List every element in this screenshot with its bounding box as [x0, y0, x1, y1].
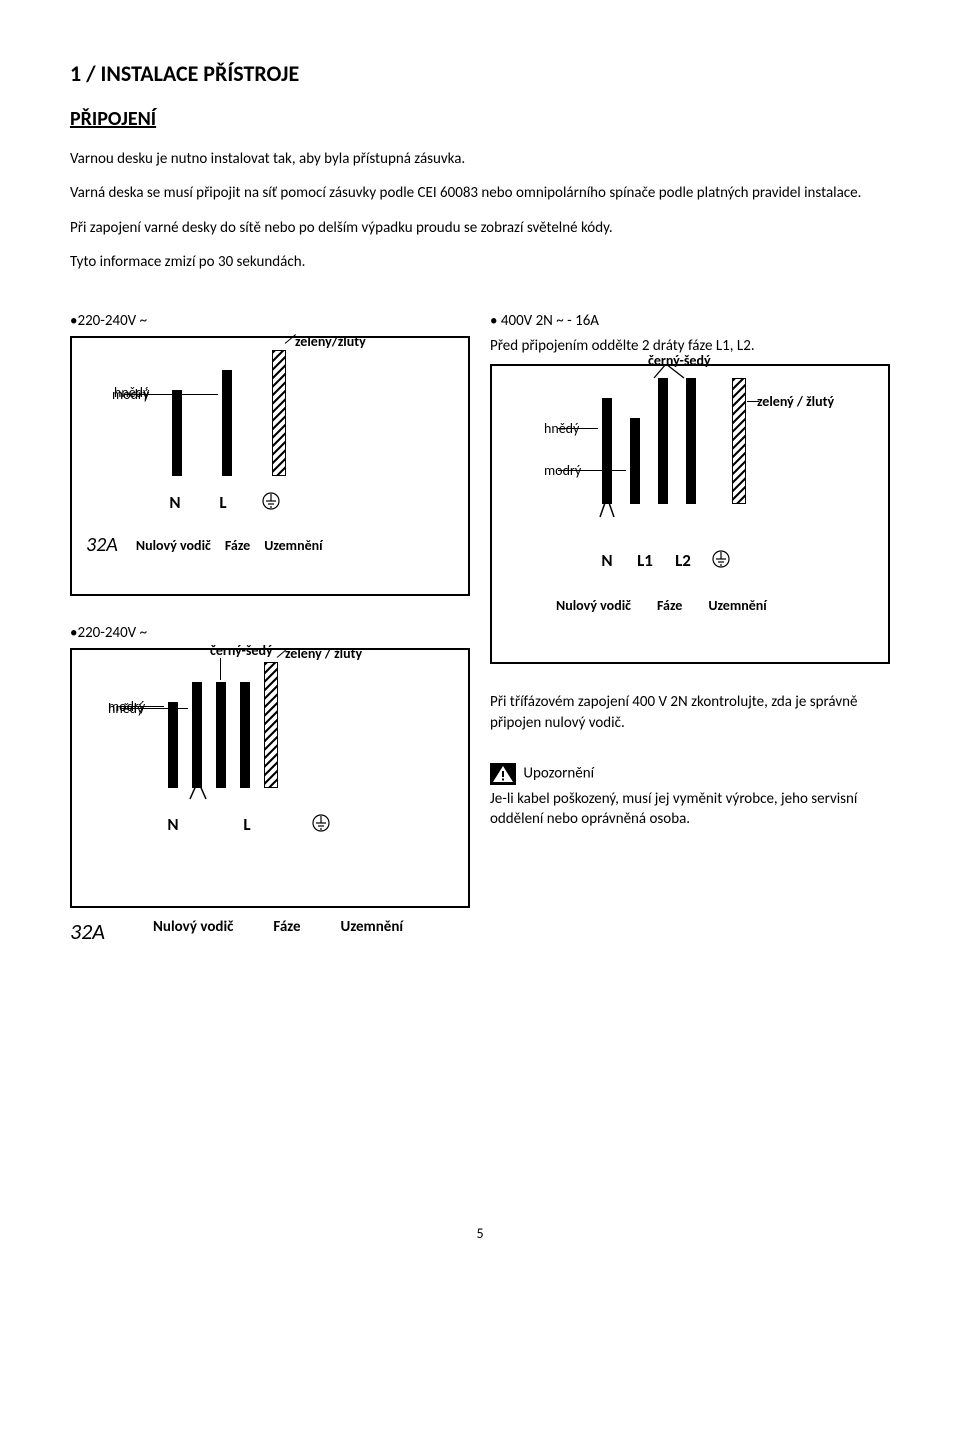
- wire-ground: zelený / žlutý: [264, 662, 278, 788]
- wire-ground: zelený/žlutý: [272, 350, 286, 476]
- warning-title: Upozornění: [523, 764, 594, 782]
- wire-brown: hnědý: [602, 398, 612, 504]
- voltage-label: •220-240V ~: [70, 624, 470, 642]
- wire-label: hnědý: [114, 384, 149, 401]
- three-phase-check: Při třífázovém zapojení 400 V 2N zkontro…: [490, 692, 890, 733]
- right-column: • 400V 2N ~ - 16A Před připojením oddělt…: [490, 312, 890, 945]
- wiring-diagram-1: modrý hnědý zelený/žlutý N L: [70, 336, 470, 596]
- paragraph: Tyto informace zmizí po 30 sekundách.: [70, 252, 890, 272]
- terminal-l1: L1: [636, 550, 654, 573]
- legend-ground: Uzemnění: [264, 537, 322, 554]
- warning-icon: [490, 763, 516, 785]
- section-heading: PŘIPOJENÍ: [70, 107, 890, 131]
- legend-neutral: Nulový vodič: [136, 537, 211, 554]
- amperage: 32A: [86, 533, 118, 557]
- warning-body: Je-li kabel poškozený, musí jej vyměnit …: [490, 789, 890, 830]
- wire-grey: [686, 378, 696, 504]
- paragraph: Při zapojení varné desky do sítě nebo po…: [70, 218, 890, 238]
- wire-label: zelený / žlutý: [285, 645, 362, 662]
- legend-ground: Uzemnění: [708, 597, 766, 614]
- warning-block: Upozornění: [490, 763, 890, 785]
- legend-neutral: Nulový vodič: [153, 918, 233, 945]
- amperage: 32A: [70, 918, 105, 945]
- wire-black-grey: černý-šedý: [216, 682, 226, 788]
- terminal-l: L: [214, 492, 232, 515]
- voltage-label: • 400V 2N ~ - 16A: [490, 312, 890, 330]
- wire-brown: hnědý: [192, 682, 202, 788]
- terminal-n: N: [166, 492, 184, 515]
- ground-icon: [712, 550, 730, 573]
- wire-black-grey-2: [240, 682, 250, 788]
- voltage-label: •220-240V ~: [70, 312, 470, 330]
- legend-ground: Uzemnění: [341, 918, 404, 945]
- wire-label: zelený/žlutý: [295, 333, 366, 350]
- left-column: •220-240V ~ modrý hnědý zelený/žlutý N: [70, 312, 470, 945]
- wire-ground: zelený / žlutý: [732, 378, 746, 504]
- legend-phase: Fáze: [273, 918, 300, 945]
- wire-label: černý-šedý: [210, 642, 273, 659]
- ground-icon: [312, 814, 330, 837]
- wiring-diagram-2: modrý hnědý černý-šedý zelený / žlutý: [70, 648, 470, 908]
- terminal-l: L: [238, 814, 256, 837]
- legend-phase: Fáze: [225, 537, 250, 554]
- legend-neutral: Nulový vodič: [556, 597, 631, 614]
- wire-blue: modrý: [168, 702, 178, 788]
- ground-icon: [262, 492, 280, 515]
- wire-blue: modrý: [630, 418, 640, 504]
- page-number: 5: [70, 1225, 890, 1242]
- paragraph: Varná deska se musí připojit na síť pomo…: [70, 183, 890, 203]
- page-title: 1 / INSTALACE PŘÍSTROJE: [70, 60, 890, 87]
- terminal-l2: L2: [674, 550, 692, 573]
- paragraph: Varnou desku je nutno instalovat tak, ab…: [70, 149, 890, 169]
- wire-brown: hnědý: [222, 370, 232, 476]
- wire-blue: modrý: [172, 390, 182, 476]
- wire-black: černý-šedý: [658, 378, 668, 504]
- wire-label: černý-šedý: [648, 352, 711, 369]
- terminal-n: N: [164, 814, 182, 837]
- terminal-n: N: [598, 550, 616, 573]
- wiring-diagram-3: hnědý modrý černý-šedý: [490, 364, 890, 664]
- legend-phase: Fáze: [657, 597, 682, 614]
- wire-label: zelený / žlutý: [757, 393, 834, 410]
